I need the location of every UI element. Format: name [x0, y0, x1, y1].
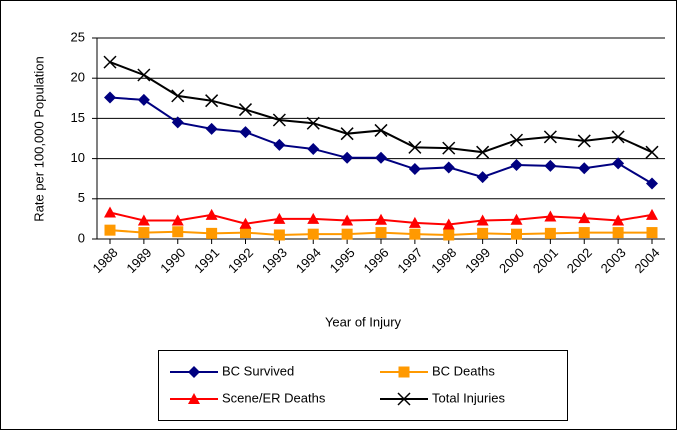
marker	[307, 228, 319, 240]
marker	[137, 214, 150, 226]
marker	[645, 145, 659, 159]
marker	[205, 208, 218, 220]
marker	[104, 206, 116, 218]
marker	[397, 392, 411, 406]
marker	[206, 227, 218, 239]
marker	[611, 130, 625, 144]
marker	[273, 138, 286, 151]
marker	[239, 126, 252, 139]
marker	[612, 227, 624, 239]
marker	[273, 212, 286, 224]
legend-label: BC Deaths	[432, 363, 495, 378]
marker	[104, 224, 116, 236]
marker	[341, 214, 354, 226]
marker	[646, 177, 658, 190]
marker	[443, 229, 455, 241]
marker	[374, 123, 388, 137]
marker	[104, 91, 116, 104]
marker	[341, 228, 353, 240]
legend-label: Total Injuries	[432, 390, 505, 405]
marker	[188, 366, 200, 378]
marker	[408, 163, 421, 176]
marker	[375, 151, 387, 164]
marker	[172, 226, 184, 238]
marker	[612, 157, 625, 170]
marker	[409, 228, 421, 240]
marker	[188, 393, 200, 404]
marker	[273, 229, 285, 241]
marker	[578, 212, 591, 224]
marker	[239, 217, 252, 229]
marker	[103, 55, 117, 69]
marker	[375, 227, 387, 239]
marker	[646, 227, 658, 239]
y-tick-label: 15	[71, 110, 85, 125]
y-tick-label: 0	[78, 230, 85, 245]
legend-label: BC Survived	[222, 363, 294, 378]
marker	[476, 171, 489, 184]
marker	[476, 214, 489, 226]
marker	[341, 151, 354, 164]
marker	[578, 162, 591, 175]
marker	[340, 127, 354, 141]
marker	[307, 142, 320, 155]
marker	[408, 140, 422, 154]
marker	[578, 227, 590, 239]
marker	[240, 227, 251, 239]
legend-label: Scene/ER Deaths	[222, 390, 326, 405]
marker	[442, 218, 455, 230]
marker	[398, 366, 410, 378]
y-axis-title: Rate per 100,000 Population	[31, 56, 46, 222]
marker	[205, 94, 219, 108]
marker	[511, 228, 522, 240]
marker	[171, 214, 184, 226]
legend-box	[158, 350, 568, 421]
marker	[306, 116, 320, 130]
x-axis-title: Year of Injury	[325, 314, 402, 329]
marker	[612, 214, 625, 226]
marker	[442, 161, 455, 174]
marker	[509, 133, 524, 147]
marker	[205, 122, 218, 135]
marker	[543, 130, 557, 144]
marker	[238, 103, 253, 117]
marker	[272, 113, 286, 127]
marker	[375, 213, 387, 225]
marker	[476, 145, 490, 159]
marker	[646, 208, 658, 220]
marker	[577, 134, 591, 148]
marker	[307, 212, 320, 224]
marker	[137, 68, 151, 82]
marker	[137, 93, 150, 106]
marker	[171, 89, 185, 103]
marker	[544, 210, 557, 222]
y-tick-label: 20	[71, 70, 85, 85]
marker	[510, 159, 523, 172]
y-tick-label: 5	[78, 190, 85, 205]
y-tick-label: 10	[71, 150, 85, 165]
marker	[442, 141, 456, 155]
marker	[477, 227, 489, 239]
y-tick-label: 25	[71, 29, 85, 44]
marker	[544, 227, 556, 239]
marker	[138, 227, 150, 239]
marker	[171, 116, 184, 129]
marker	[544, 159, 557, 172]
marker	[408, 216, 421, 228]
marker	[510, 213, 523, 225]
